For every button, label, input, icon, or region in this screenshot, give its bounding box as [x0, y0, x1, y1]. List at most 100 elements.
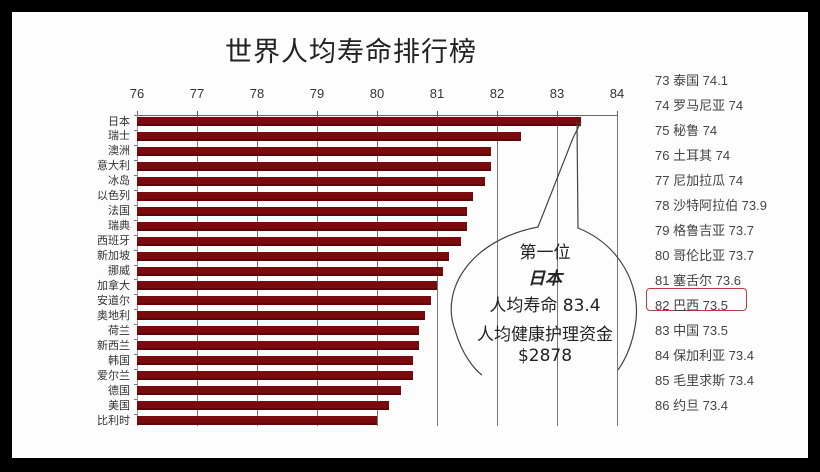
rank-item: 82 巴西 73.5	[655, 298, 728, 313]
category-label: 挪威	[108, 264, 130, 277]
bar-4	[137, 161, 491, 171]
y-tick-mark	[134, 144, 137, 146]
x-tick-mark	[317, 111, 318, 116]
y-tick-mark	[134, 204, 137, 206]
chart-title: 世界人均寿命排行榜	[225, 37, 477, 68]
category-label: 冰岛	[108, 174, 130, 188]
y-tick-mark	[134, 279, 137, 281]
rank-item: 81 塞舌尔 73.6	[655, 273, 741, 288]
x-tick-mark	[257, 111, 258, 116]
bar-20	[137, 401, 389, 411]
rank-item: 75 秘鲁 74	[655, 123, 718, 138]
y-tick-mark	[134, 384, 137, 386]
x-tick-mark	[197, 111, 198, 116]
x-tick-label: 84	[609, 86, 625, 101]
rank-item: 77 尼加拉瓜 74	[655, 173, 744, 188]
y-tick-mark	[134, 264, 137, 266]
category-label: 荷兰	[108, 323, 130, 337]
x-tick-mark	[377, 111, 378, 116]
callout-healthcare-value: $2878	[517, 346, 573, 366]
y-tick-mark	[134, 234, 137, 236]
rank-item: 76 土耳其 74	[655, 148, 731, 163]
category-label: 日本	[108, 114, 130, 128]
category-label: 加拿大	[97, 278, 130, 292]
y-tick-mark	[134, 369, 137, 371]
category-label: 意大利	[97, 159, 130, 173]
rank-item: 80 哥伦比亚 73.7	[655, 248, 754, 263]
rank-item: 85 毛里求斯 73.4	[655, 373, 754, 388]
x-tick-label: 79	[309, 86, 325, 101]
y-tick-mark	[134, 129, 137, 131]
rank-item: 84 保加利亚 73.4	[655, 348, 754, 363]
bar-9	[137, 236, 461, 246]
bar-21	[137, 416, 377, 425]
category-label: 韩国	[108, 353, 130, 367]
x-gridline	[617, 112, 618, 426]
x-tick-label: 76	[129, 86, 145, 101]
category-label: 瑞士	[108, 129, 130, 143]
category-label: 新加坡	[97, 249, 130, 263]
y-tick-mark	[134, 399, 137, 401]
y-tick-mark	[134, 354, 137, 356]
rank-item-highlighted: 83 中国 73.5	[655, 323, 728, 338]
rank-item: 86 约旦 73.4	[655, 398, 728, 413]
callout-healthcare-label: 人均健康护理资金	[477, 325, 613, 345]
category-label: 澳洲	[108, 144, 130, 158]
bar-16	[137, 341, 419, 351]
category-label: 比利时	[97, 413, 130, 427]
rank-item: 74 罗马尼亚 74	[655, 98, 744, 113]
x-tick-label: 83	[549, 86, 565, 101]
bar-13	[137, 296, 431, 306]
category-label: 爱尔兰	[97, 368, 130, 382]
category-label: 瑞典	[108, 219, 130, 233]
category-label: 西班牙	[97, 234, 130, 248]
bar-6	[137, 191, 473, 201]
category-label: 安道尔	[97, 293, 130, 307]
x-axis-line	[137, 115, 617, 116]
bar-11	[137, 266, 443, 276]
image-frame	[12, 12, 808, 458]
callout-rank: 第一位	[519, 243, 571, 263]
bar-7	[137, 206, 467, 216]
x-tick-mark	[617, 111, 618, 116]
y-tick-mark	[134, 339, 137, 341]
bar-18	[137, 371, 413, 381]
bar-2	[137, 131, 521, 141]
x-tick-mark	[497, 111, 498, 116]
bar-10	[137, 251, 449, 261]
y-tick-mark	[134, 115, 137, 116]
category-label: 德国	[108, 383, 130, 397]
rank-item: 78 沙特阿拉伯 73.9	[655, 198, 767, 213]
x-tick-mark	[557, 111, 558, 116]
bar-1	[137, 117, 581, 126]
y-tick-mark	[134, 159, 137, 161]
category-label: 以色列	[97, 189, 130, 203]
x-gridline	[497, 112, 498, 426]
bar-8	[137, 221, 467, 231]
y-tick-mark	[134, 324, 137, 326]
category-label: 美国	[108, 398, 130, 412]
bar-12	[137, 281, 437, 291]
rank-item: 79 格鲁吉亚 73.7	[655, 223, 754, 238]
x-tick-mark	[437, 111, 438, 116]
x-tick-label: 81	[429, 86, 445, 101]
y-tick-mark	[134, 174, 137, 176]
callout-life-expectancy: 人均寿命 83.4	[489, 296, 601, 316]
x-gridline	[557, 112, 558, 426]
y-tick-mark	[134, 414, 137, 415]
x-tick-label: 78	[249, 86, 265, 101]
bar-19	[137, 386, 401, 396]
category-label: 法国	[108, 204, 130, 218]
x-tick-label: 82	[489, 86, 505, 101]
china-highlight-box	[646, 288, 747, 311]
y-tick-mark	[134, 219, 137, 221]
x-tick-label: 80	[369, 86, 385, 101]
x-tick-label: 77	[189, 86, 205, 101]
y-tick-mark	[134, 309, 137, 311]
category-label: 新西兰	[97, 338, 130, 352]
y-tick-mark	[134, 294, 137, 296]
callout-country: 日本	[528, 269, 562, 289]
x-tick-mark	[137, 111, 138, 116]
y-tick-mark	[134, 189, 137, 191]
